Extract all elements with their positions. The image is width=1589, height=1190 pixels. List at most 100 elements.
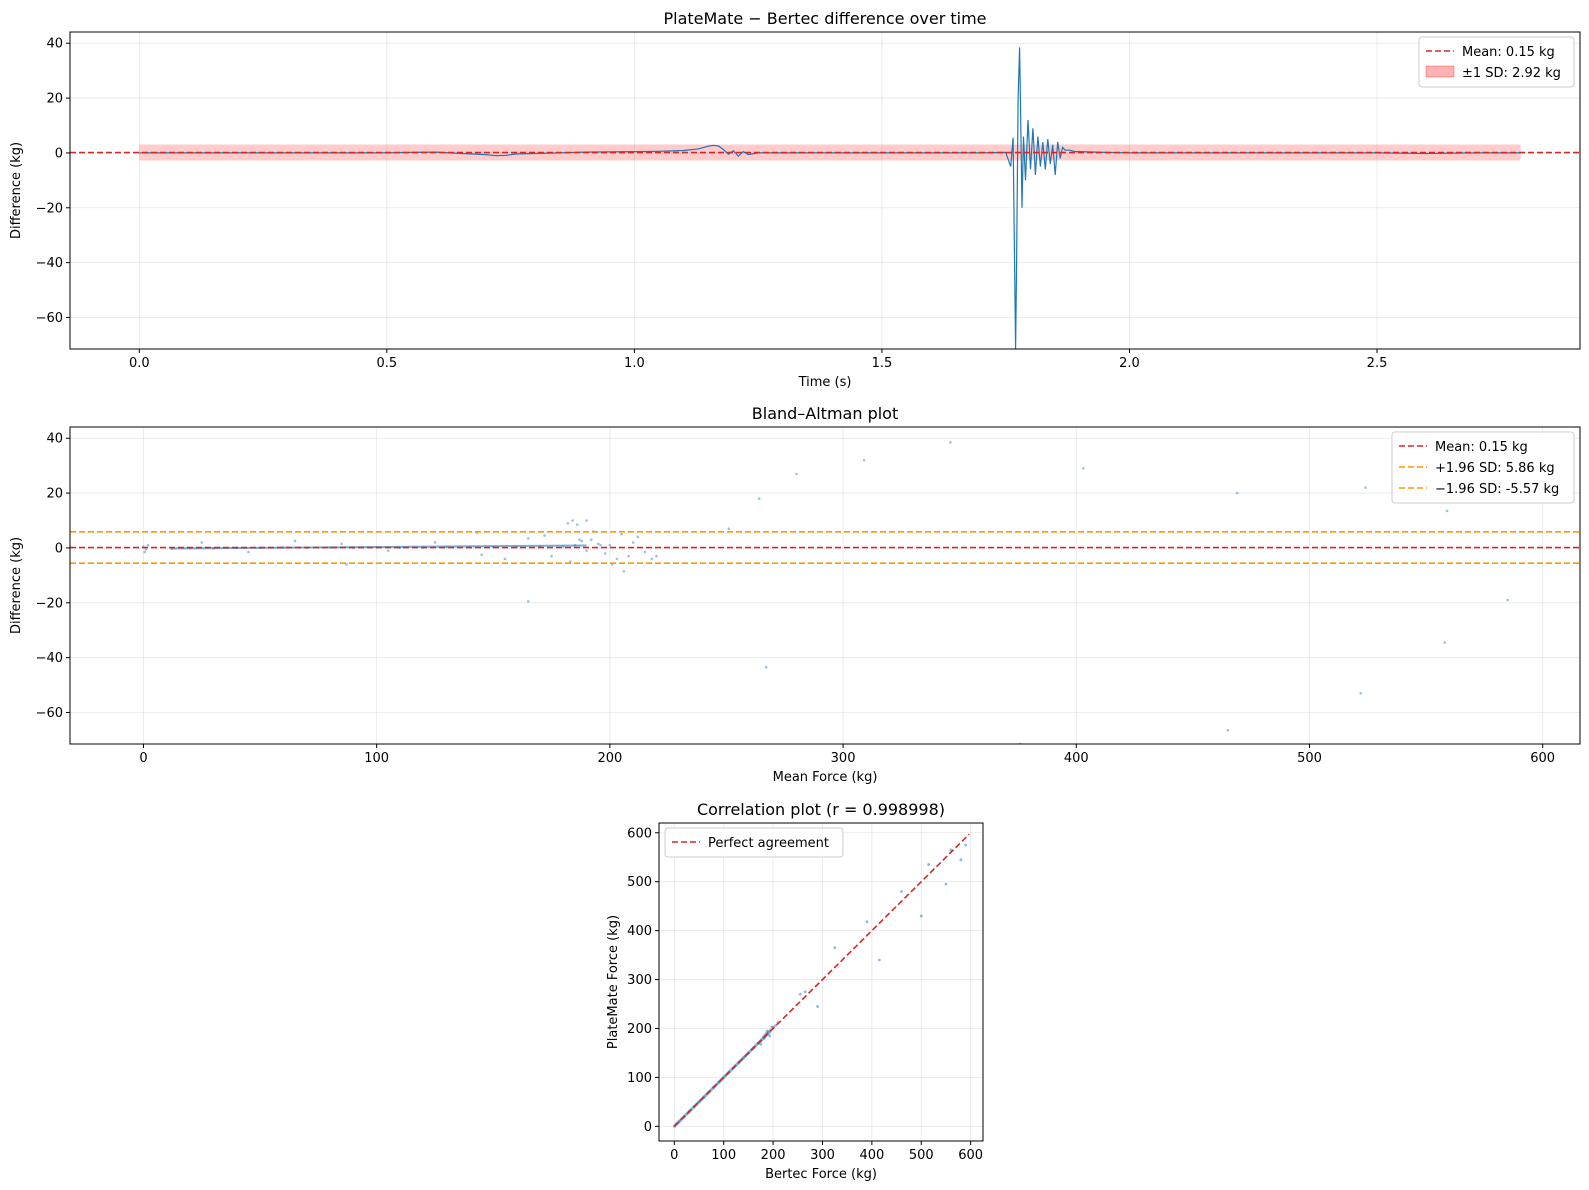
data-point (816, 1005, 819, 1008)
chart-1: 0.0 0.5 1.0 1.5 2.0 2.5 40 20 0 −20 −40 −60 PlateMat… (9, 9, 1581, 390)
data-point (550, 554, 553, 558)
data-point (1506, 598, 1510, 602)
chart-title: Correlation plot (r = 0.998998) (697, 800, 945, 819)
y-tick-label: −40 (36, 651, 63, 666)
perfect-agreement-line (673, 833, 970, 1127)
data-point (526, 600, 530, 603)
x-tick-label: 2.5 (1367, 356, 1388, 371)
data-point (643, 550, 647, 554)
y-tick-label: −20 (36, 596, 63, 611)
y-tick-label: −40 (36, 256, 63, 271)
data-point (596, 542, 600, 546)
x-tick-label: 100 (711, 1148, 736, 1163)
chart-title: PlateMate − Bertec difference over time (663, 9, 986, 28)
y-tick-label: −60 (36, 706, 63, 721)
data-point (833, 946, 837, 950)
x-tick-label: 1.5 (872, 356, 893, 371)
x-tick-label: 1.0 (624, 356, 645, 371)
legend-label: Mean: 0.15 kg (1462, 45, 1555, 60)
data-point (143, 550, 146, 554)
data-point (433, 541, 437, 544)
data-point (603, 552, 607, 555)
data-point (608, 543, 612, 547)
data-point (798, 992, 802, 996)
data-point (340, 542, 343, 546)
data-point (387, 549, 390, 552)
data-point (768, 1034, 772, 1038)
x-axis-label: Bertec Force (kg) (765, 1167, 877, 1182)
data-point (200, 541, 204, 544)
data-point (1364, 486, 1367, 489)
legend-label: −1.96 SD: -5.57 kg (1435, 482, 1559, 497)
data-point (877, 958, 881, 962)
y-tick-label: −60 (36, 311, 63, 326)
data-point (959, 858, 963, 862)
data-point (566, 521, 570, 525)
y-tick-label: −20 (36, 201, 63, 216)
x-tick-label: 400 (1064, 751, 1089, 766)
data-point (1359, 691, 1363, 695)
legend-label: Mean: 0.15 kg (1435, 440, 1528, 455)
y-tick-label: 300 (627, 973, 652, 988)
data-point (571, 519, 574, 522)
chart-title: Bland–Altman plot (752, 404, 898, 423)
y-tick-label: 400 (627, 924, 652, 939)
data-point (964, 843, 968, 847)
data-point (615, 557, 619, 561)
data-point (742, 1056, 745, 1060)
x-tick-label: 2.0 (1119, 356, 1140, 371)
y-axis-label: PlateMate Force (kg) (606, 915, 621, 1049)
data-point (1235, 491, 1239, 495)
data-point (568, 560, 572, 563)
x-tick-label: 500 (1297, 751, 1322, 766)
data-point (622, 569, 626, 573)
x-tick-label: 300 (810, 1148, 835, 1163)
data-point (765, 1029, 769, 1033)
data-point (900, 890, 903, 893)
data-point (620, 532, 623, 536)
x-tick-label: 0 (139, 751, 147, 766)
y-tick-label: 20 (46, 92, 63, 107)
x-tick-label: 300 (831, 751, 856, 766)
data-point (585, 519, 588, 522)
axes-frame (658, 822, 984, 1142)
data-point (757, 497, 761, 500)
y-tick-label: 500 (627, 875, 652, 890)
data-point (144, 548, 148, 551)
x-axis-label: Time (s) (798, 375, 852, 390)
y-tick-label: 0 (55, 146, 63, 161)
y-tick-label: 0 (55, 541, 63, 556)
data-point (927, 863, 931, 866)
data-point (575, 523, 579, 526)
data-point (862, 458, 866, 462)
data-point (578, 538, 581, 542)
data-point (631, 541, 635, 544)
y-tick-label: 100 (627, 1071, 652, 1086)
data-point (580, 539, 584, 543)
data-point (1081, 467, 1085, 470)
data-point (627, 554, 630, 558)
data-point (636, 535, 640, 539)
data-point (949, 441, 952, 444)
x-tick-label: 600 (1530, 751, 1555, 766)
x-tick-label: 600 (958, 1148, 983, 1163)
data-point (795, 472, 798, 476)
y-tick-label: 20 (46, 487, 63, 502)
data-point (1445, 509, 1449, 513)
data-point (480, 553, 483, 557)
y-tick-label: 200 (627, 1022, 652, 1037)
x-axis-label: Mean Force (kg) (773, 770, 878, 785)
axes-frame (69, 426, 1581, 745)
data-point (247, 550, 250, 554)
x-tick-label: 200 (761, 1148, 786, 1163)
data-point (865, 920, 869, 924)
data-point (944, 882, 948, 886)
data-point (526, 537, 530, 540)
x-tick-label: 0.5 (377, 356, 398, 371)
data-point (589, 538, 593, 542)
data-point (1226, 728, 1230, 732)
data-point (293, 539, 297, 543)
legend-patch (1425, 65, 1455, 78)
data-point (543, 534, 546, 537)
